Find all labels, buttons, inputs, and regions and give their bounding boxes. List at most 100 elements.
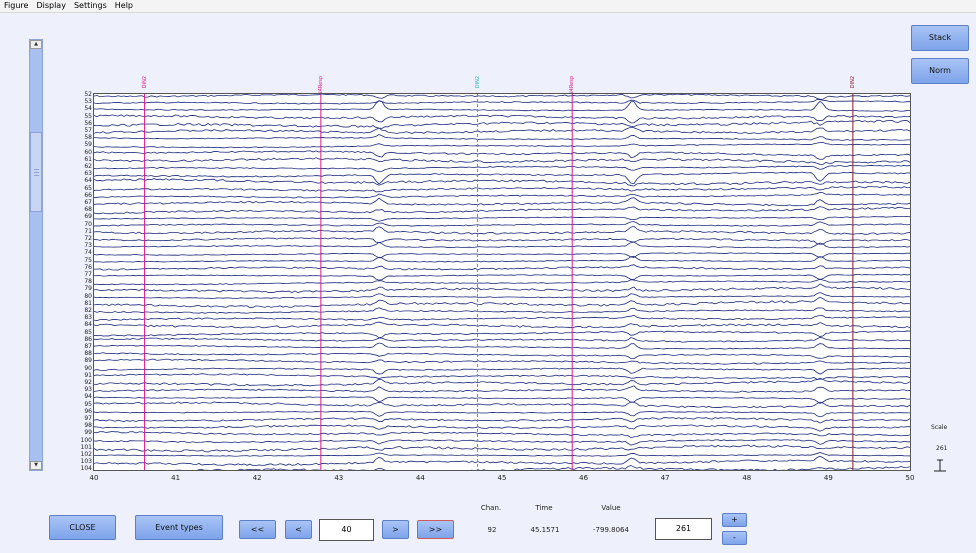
channel-label: 52 bbox=[84, 91, 92, 98]
channel-trace bbox=[94, 292, 910, 299]
prev-button[interactable]: < bbox=[285, 520, 312, 539]
channel-trace bbox=[94, 141, 910, 149]
menu-settings[interactable]: Settings bbox=[73, 1, 107, 10]
channel-label: 101 bbox=[80, 443, 92, 451]
channel-trace bbox=[94, 119, 910, 129]
stack-button[interactable]: Stack bbox=[911, 25, 969, 51]
channel-trace bbox=[94, 330, 910, 339]
x-tick-label: 48 bbox=[742, 474, 752, 482]
event-label: DIN2 bbox=[474, 76, 481, 89]
channel-trace bbox=[94, 252, 910, 259]
channel-label: 92 bbox=[84, 379, 92, 386]
channel-label: 78 bbox=[84, 278, 92, 286]
channel-trace bbox=[94, 358, 910, 365]
channel-label: 59 bbox=[84, 141, 92, 149]
channel-label: 61 bbox=[84, 155, 92, 163]
channel-trace bbox=[94, 99, 910, 105]
x-tick-label: 41 bbox=[171, 474, 181, 482]
channel-trace bbox=[94, 336, 910, 343]
channel-label: 90 bbox=[84, 364, 92, 372]
channel-label: 63 bbox=[84, 170, 92, 178]
scale-value: 261 bbox=[936, 445, 948, 452]
next-button[interactable]: > bbox=[382, 520, 409, 539]
channel-trace bbox=[94, 367, 910, 375]
time-field[interactable]: 40 bbox=[319, 519, 374, 541]
scale-bar-icon bbox=[934, 459, 946, 472]
channel-trace bbox=[94, 321, 910, 329]
channel-trace bbox=[94, 255, 910, 263]
channel-trace bbox=[94, 186, 910, 193]
channel-label: 86 bbox=[84, 335, 92, 343]
channel-trace bbox=[94, 134, 910, 141]
x-tick-label: 46 bbox=[579, 474, 589, 482]
channel-trace bbox=[94, 424, 910, 432]
channel-trace bbox=[94, 296, 910, 309]
channel-label: 74 bbox=[84, 249, 92, 257]
channel-label: 73 bbox=[84, 242, 92, 250]
channel-label: 82 bbox=[84, 307, 92, 314]
channel-trace bbox=[94, 126, 910, 134]
scale-minus-button[interactable]: - bbox=[722, 531, 747, 545]
channel-label: 53 bbox=[84, 98, 92, 106]
scale-plus-button[interactable]: + bbox=[722, 513, 747, 527]
channel-label: 67 bbox=[84, 199, 92, 206]
scroll-down-button[interactable]: ▼ bbox=[30, 461, 42, 470]
channel-label: 83 bbox=[84, 314, 92, 322]
channel-label: 77 bbox=[84, 271, 92, 278]
channel-label: 76 bbox=[84, 263, 92, 271]
menu-display[interactable]: Display bbox=[36, 1, 66, 10]
channel-label: 88 bbox=[84, 350, 92, 358]
prev-page-button[interactable]: << bbox=[239, 520, 276, 539]
channel-trace bbox=[94, 373, 910, 380]
channel-trace bbox=[94, 410, 910, 418]
channel-trace bbox=[94, 452, 910, 457]
channel-label: 103 bbox=[80, 458, 92, 466]
scroll-thumb[interactable] bbox=[30, 132, 42, 212]
channel-trace bbox=[94, 401, 910, 409]
channel-label: 66 bbox=[84, 191, 92, 199]
event-label: DIN2 bbox=[849, 76, 856, 89]
channel-label: 56 bbox=[84, 119, 92, 127]
channel-scrollbar[interactable]: ▲ ▼ bbox=[29, 39, 43, 471]
channel-trace bbox=[94, 197, 910, 207]
channel-trace bbox=[94, 164, 910, 172]
menu-help[interactable]: Help bbox=[114, 1, 133, 10]
channel-trace bbox=[94, 385, 910, 393]
channel-label: 104 bbox=[80, 465, 92, 473]
value-label: Value bbox=[601, 504, 621, 512]
channel-label: 64 bbox=[84, 177, 92, 185]
x-tick-label: 49 bbox=[823, 474, 833, 482]
channel-trace bbox=[94, 264, 910, 271]
channel-label: 102 bbox=[80, 451, 92, 458]
eeg-plot-area[interactable] bbox=[93, 93, 911, 471]
channel-label: 72 bbox=[84, 235, 92, 242]
channel-trace bbox=[94, 444, 910, 453]
channel-label: 71 bbox=[84, 227, 92, 235]
channel-trace bbox=[94, 417, 910, 424]
channel-trace bbox=[94, 431, 910, 439]
channel-label: 91 bbox=[84, 371, 92, 379]
channel-label: 57 bbox=[84, 127, 92, 134]
channel-trace bbox=[94, 396, 910, 404]
scroll-up-button[interactable]: ▲ bbox=[30, 40, 42, 49]
time-label: Time bbox=[535, 504, 553, 512]
x-tick-label: 45 bbox=[497, 474, 507, 482]
norm-button[interactable]: Norm bbox=[911, 58, 969, 84]
channel-label: 94 bbox=[84, 393, 92, 401]
close-button[interactable]: CLOSE bbox=[49, 515, 116, 540]
channel-trace bbox=[94, 278, 910, 286]
next-page-button[interactable]: >> bbox=[417, 520, 454, 539]
channel-label: 96 bbox=[84, 407, 92, 415]
channel-trace bbox=[94, 439, 910, 446]
channel-trace bbox=[94, 352, 910, 360]
event-types-button[interactable]: Event types bbox=[135, 515, 223, 540]
channel-label: 79 bbox=[84, 285, 92, 293]
menu-figure[interactable]: Figure bbox=[4, 1, 29, 10]
x-tick-label: 40 bbox=[89, 474, 99, 482]
scale-field[interactable]: 261 bbox=[655, 518, 712, 540]
x-tick-label: 43 bbox=[334, 474, 344, 482]
channel-label: 93 bbox=[84, 386, 92, 394]
channel-label: 100 bbox=[80, 436, 92, 444]
channel-label: 85 bbox=[84, 328, 92, 336]
channel-label: 87 bbox=[84, 343, 92, 350]
